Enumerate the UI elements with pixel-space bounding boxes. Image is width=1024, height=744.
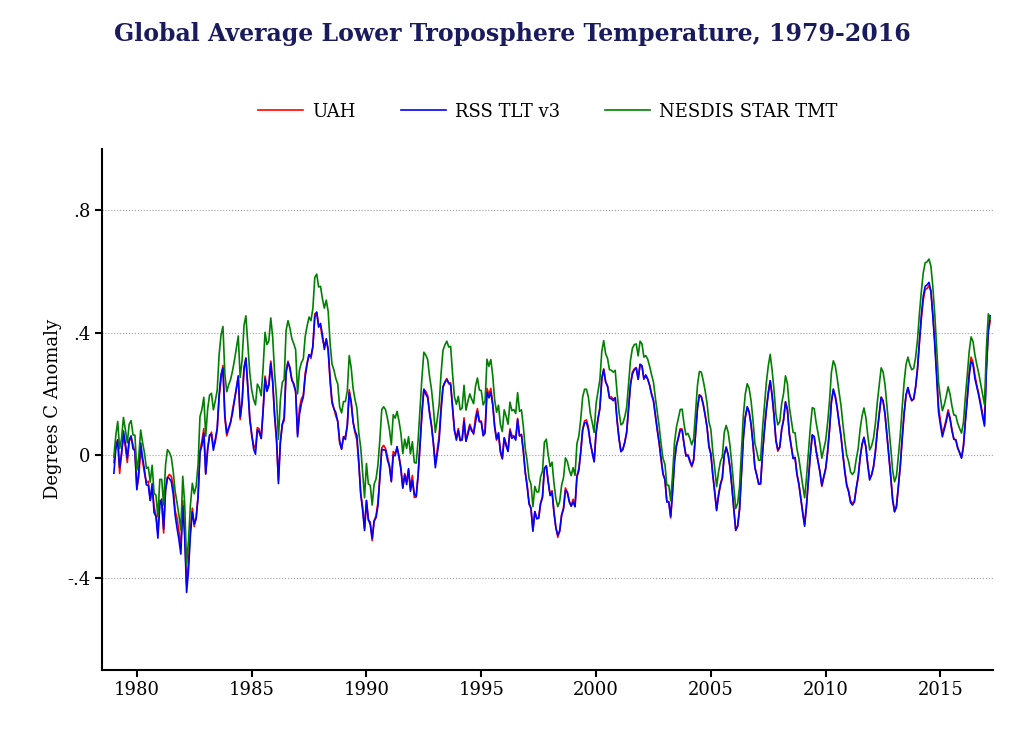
RSS TLT v3 bbox=[257, 405, 269, 414]
Line: UAH: UAH bbox=[114, 286, 990, 585]
NESDIS STAR TMT bbox=[863, 446, 876, 455]
UAH bbox=[108, 458, 120, 467]
UAH bbox=[257, 406, 269, 415]
RSS TLT v3 bbox=[898, 409, 910, 418]
RSS TLT v3 bbox=[108, 469, 120, 478]
RSS TLT v3 bbox=[502, 447, 514, 456]
UAH bbox=[984, 316, 996, 325]
NESDIS STAR TMT bbox=[257, 363, 269, 372]
RSS TLT v3 bbox=[984, 311, 996, 320]
RSS TLT v3 bbox=[746, 439, 759, 448]
UAH bbox=[923, 281, 935, 290]
NESDIS STAR TMT bbox=[923, 254, 935, 263]
NESDIS STAR TMT bbox=[898, 378, 910, 387]
Text: Global Average Lower Troposphere Temperature, 1979-2016: Global Average Lower Troposphere Tempera… bbox=[114, 22, 910, 46]
UAH bbox=[898, 408, 910, 417]
RSS TLT v3 bbox=[923, 278, 935, 287]
RSS TLT v3 bbox=[799, 522, 811, 530]
Legend: UAH, RSS TLT v3, NESDIS STAR TMT: UAH, RSS TLT v3, NESDIS STAR TMT bbox=[251, 95, 845, 128]
UAH bbox=[180, 580, 193, 589]
Line: NESDIS STAR TMT: NESDIS STAR TMT bbox=[114, 259, 990, 565]
Y-axis label: Degrees C Anomaly: Degrees C Anomaly bbox=[44, 319, 61, 499]
NESDIS STAR TMT bbox=[108, 452, 120, 461]
NESDIS STAR TMT bbox=[746, 415, 759, 424]
UAH bbox=[863, 474, 876, 483]
UAH bbox=[746, 440, 759, 449]
UAH bbox=[502, 446, 514, 455]
RSS TLT v3 bbox=[863, 475, 876, 484]
NESDIS STAR TMT bbox=[799, 493, 811, 502]
NESDIS STAR TMT bbox=[180, 560, 193, 569]
NESDIS STAR TMT bbox=[502, 420, 514, 429]
NESDIS STAR TMT bbox=[984, 314, 996, 323]
RSS TLT v3 bbox=[180, 588, 193, 597]
Line: RSS TLT v3: RSS TLT v3 bbox=[114, 283, 990, 592]
UAH bbox=[799, 520, 811, 529]
